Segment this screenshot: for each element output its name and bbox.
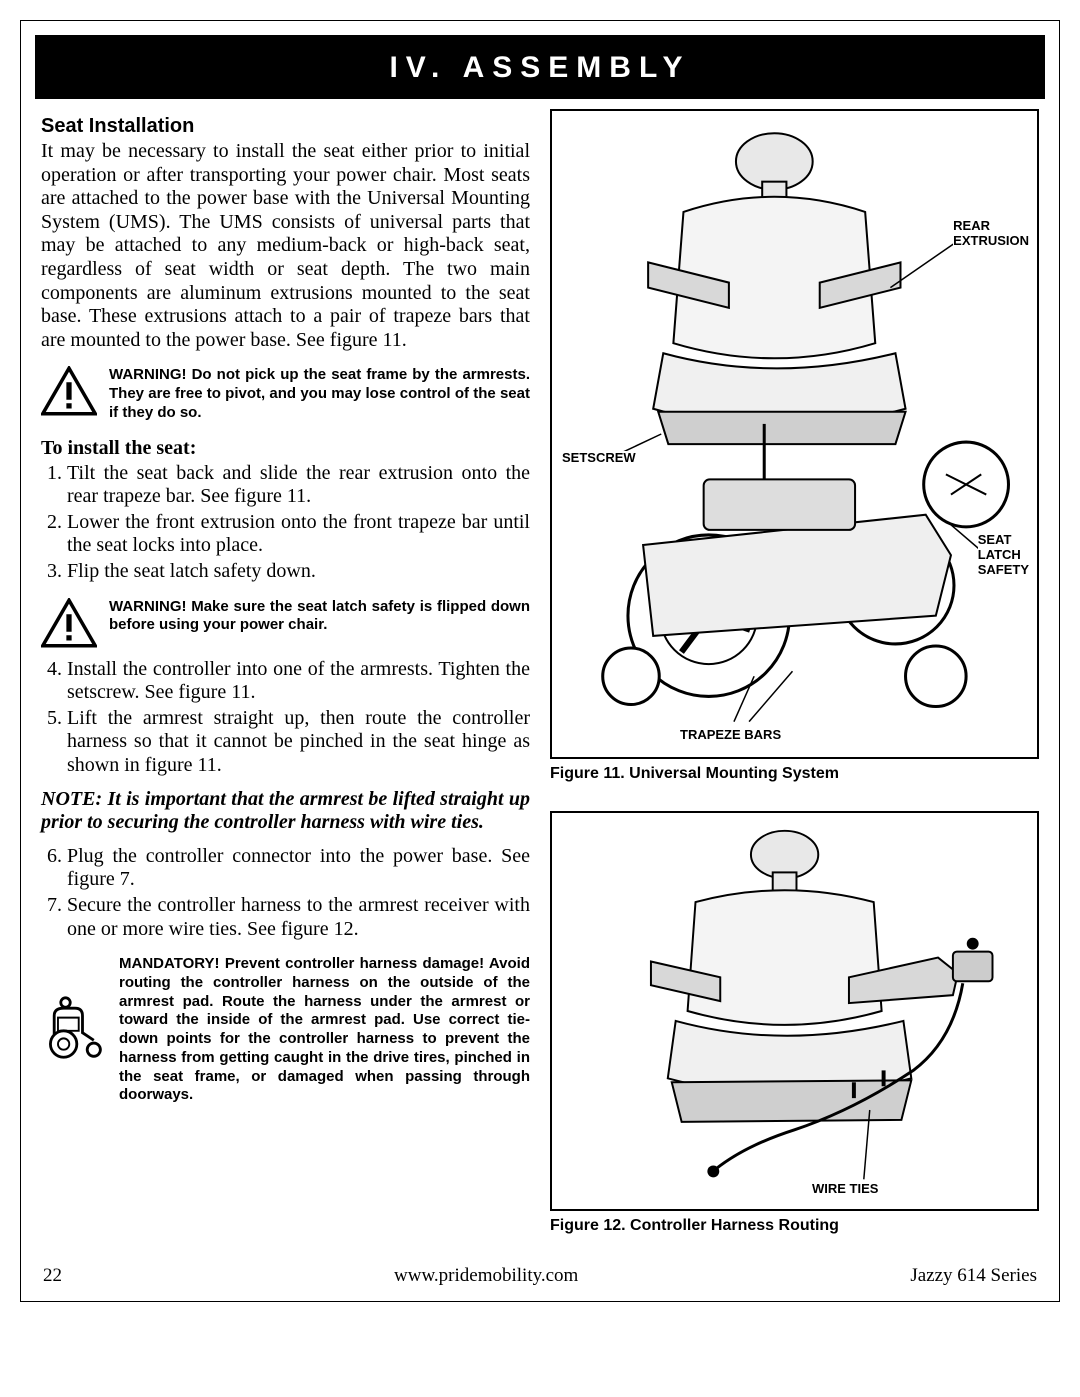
warning-2-text: WARNING! Make sure the seat latch safety…	[109, 598, 530, 636]
warning-triangle-icon	[41, 598, 97, 648]
steps-list-b: Install the controller into one of the a…	[41, 658, 530, 778]
step-6: Plug the controller connector into the p…	[67, 845, 530, 892]
step-4: Install the controller into one of the a…	[67, 658, 530, 705]
page: IV. ASSEMBLY Seat Installation It may be…	[20, 20, 1060, 1302]
footer-url: www.pridemobility.com	[394, 1265, 578, 1287]
warning-1-text: WARNING! Do not pick up the seat frame b…	[109, 366, 530, 422]
callout-seat-latch-safety: SEAT LATCH SAFETY	[978, 533, 1029, 578]
page-number: 22	[43, 1265, 62, 1287]
step-2: Lower the front extrusion onto the front…	[67, 511, 530, 558]
wheelchair-icon	[41, 995, 107, 1066]
step-1: Tilt the seat back and slide the rear ex…	[67, 462, 530, 509]
section-header: IV. ASSEMBLY	[35, 35, 1045, 99]
warning-triangle-icon	[41, 366, 97, 416]
callout-rear-extrusion: REAR EXTRUSION	[953, 219, 1029, 249]
figure-11-box: REAR EXTRUSION SETSCREW SEAT LATCH SAFET…	[550, 109, 1039, 759]
footer-product: Jazzy 614 Series	[910, 1265, 1037, 1287]
mandatory-text: MANDATORY! Prevent controller harness da…	[119, 955, 530, 1105]
page-footer: 22 www.pridemobility.com Jazzy 614 Serie…	[21, 1235, 1059, 1301]
install-subheading: To install the seat:	[41, 437, 530, 460]
seat-installation-heading: Seat Installation	[41, 115, 530, 138]
intro-paragraph: It may be necessary to install the seat …	[41, 140, 530, 352]
step-7: Secure the controller harness to the arm…	[67, 894, 530, 941]
warning-1: WARNING! Do not pick up the seat frame b…	[41, 366, 530, 422]
warning-2: WARNING! Make sure the seat latch safety…	[41, 598, 530, 648]
mandatory-block: MANDATORY! Prevent controller harness da…	[41, 955, 530, 1105]
two-column-layout: Seat Installation It may be necessary to…	[21, 99, 1059, 1235]
figure-11-illustration	[552, 111, 1037, 757]
figure-11-caption: Figure 11. Universal Mounting System	[550, 765, 1039, 783]
callout-wire-ties: WIRE TIES	[812, 1182, 878, 1197]
steps-list-a: Tilt the seat back and slide the rear ex…	[41, 462, 530, 584]
step-5: Lift the armrest straight up, then route…	[67, 707, 530, 778]
callout-setscrew: SETSCREW	[562, 451, 636, 466]
step-3: Flip the seat latch safety down.	[67, 560, 530, 584]
note-block: NOTE: It is important that the armrest b…	[41, 788, 530, 835]
left-column: Seat Installation It may be necessary to…	[41, 109, 530, 1235]
steps-list-c: Plug the controller connector into the p…	[41, 845, 530, 941]
right-column: REAR EXTRUSION SETSCREW SEAT LATCH SAFET…	[550, 109, 1039, 1235]
callout-trapeze-bars: TRAPEZE BARS	[680, 728, 781, 743]
figure-12-illustration	[552, 813, 1037, 1209]
figure-12-box: WIRE TIES	[550, 811, 1039, 1211]
figure-12-caption: Figure 12. Controller Harness Routing	[550, 1217, 1039, 1235]
